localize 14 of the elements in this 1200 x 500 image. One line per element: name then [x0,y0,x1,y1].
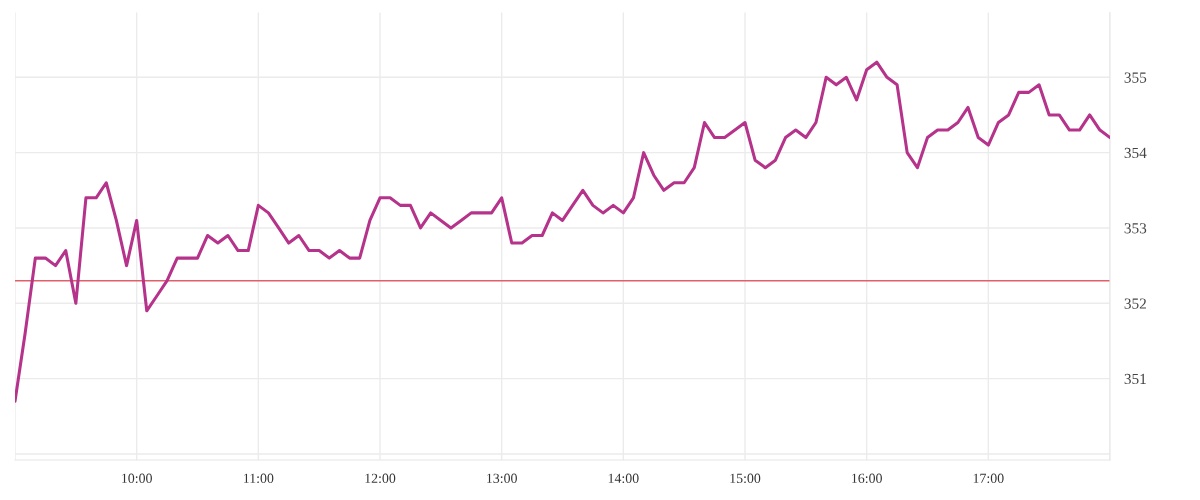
y-tick-label: 354 [1124,147,1147,159]
x-tick-label: 17:00 [973,473,1004,484]
y-tick-label: 355 [1124,72,1147,83]
y-tick-label: 352 [1124,298,1146,309]
y-tick-label: 353 [1124,223,1147,234]
x-tick-label: 11:00 [244,473,274,484]
x-tick-label: 16:00 [852,473,882,484]
x-tick-label: 15:00 [730,473,761,484]
x-tick-label: 12:00 [365,473,396,484]
y-tick-label: 351 [1124,373,1146,385]
x-tick-label: 14:00 [608,473,639,484]
line-series [15,60,1110,403]
x-tick-label: 10:00 [122,473,152,484]
x-tick-label: 13:00 [487,473,517,484]
